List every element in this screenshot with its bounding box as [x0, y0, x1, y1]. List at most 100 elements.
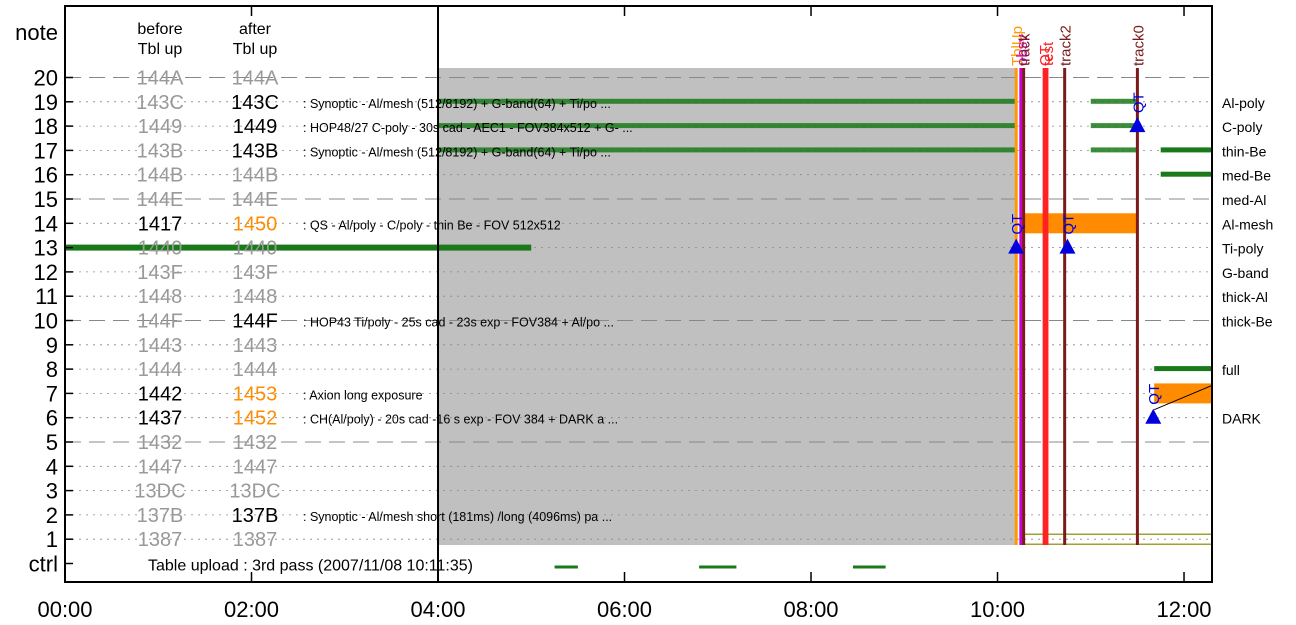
activity-bar: [65, 244, 532, 251]
row-after-code: 1447: [233, 456, 278, 478]
row-before-code: 13DC: [134, 481, 185, 503]
row-before-code: 1442: [138, 383, 183, 405]
row-after-code: 143F: [232, 262, 278, 284]
row1-box: [1023, 533, 1213, 545]
shaded-region: [438, 68, 1017, 545]
event-label: QT: [1037, 45, 1054, 66]
row-after-code: 1449: [233, 116, 278, 138]
activity-bar: [438, 147, 1017, 153]
row-before-code: 1417: [138, 213, 183, 235]
y-tick-label: ctrl: [29, 552, 58, 577]
diagonal-line: [1153, 384, 1213, 411]
row-after-code: 1448: [233, 286, 278, 308]
activity-bar: [1090, 147, 1138, 153]
y-tick-label: 11: [35, 284, 58, 309]
filter-label: med-Al: [1222, 192, 1266, 208]
row-after-code: 13DC: [229, 481, 280, 503]
row-description: : QS - Al/poly - C/poly - thin Be - FOV …: [303, 218, 561, 232]
activity-bar: [1160, 171, 1212, 177]
event-label: test: [1040, 41, 1057, 66]
qt-label: QT: [1130, 92, 1147, 113]
y-tick-label: 19: [34, 90, 58, 115]
row-before-code: 1447: [138, 456, 183, 478]
y-tick-label: 7: [46, 381, 58, 406]
row-before-code: 144E: [137, 189, 184, 211]
row-after-code: 1443: [233, 335, 278, 357]
activity-bar: [1090, 123, 1138, 129]
plot-frame: [64, 5, 1213, 583]
filter-label: med-Be: [1222, 168, 1271, 184]
y-tick-label: 13: [34, 236, 58, 261]
event-label: track2: [1058, 25, 1075, 66]
row-before-code: 143F: [137, 262, 183, 284]
y-tick-label: 20: [34, 66, 58, 91]
row-before-code: 144B: [137, 165, 184, 187]
y-tick-label: 9: [46, 333, 58, 358]
activity-bar: [438, 98, 1017, 104]
row-description: : Axion long exposure: [303, 388, 423, 402]
row-before-code: 1444: [138, 359, 183, 381]
row-after-code: 1453: [233, 383, 278, 405]
row-description: : HOP48/27 C-poly - 30s cad - AEC1 - FOV…: [303, 121, 633, 135]
row-description: : Synoptic - Al/mesh (512/8192) + G-band…: [303, 145, 611, 159]
row-after-code: 1452: [233, 408, 278, 430]
col-header-after: after: [239, 21, 272, 38]
x-tick-label: 02:00: [224, 597, 279, 622]
filter-label: thin-Be: [1222, 143, 1267, 159]
filter-label: Al-mesh: [1222, 216, 1273, 232]
y-tick-label: 10: [34, 309, 58, 334]
row-after-code: 137B: [232, 505, 279, 527]
filter-label: G-band: [1222, 265, 1269, 281]
event-label: obsv: [1014, 34, 1031, 66]
x-tick-label: 06:00: [597, 597, 652, 622]
row-after-code: 1440: [233, 238, 278, 260]
row-before-code: 1432: [138, 432, 183, 454]
row-before-code: 143C: [136, 92, 184, 114]
x-tick-label: 08:00: [783, 597, 838, 622]
ctrl-text: Table upload : 3rd pass (2007/11/08 10:1…: [148, 558, 473, 575]
row-before-code: 1443: [138, 335, 183, 357]
row-before-code: 1387: [138, 529, 183, 551]
x-tick-label: 12:00: [1156, 597, 1211, 622]
row-after-code: 1387: [233, 529, 278, 551]
y-tick-label: 3: [46, 479, 58, 504]
y-tick-label: 2: [46, 503, 58, 528]
qt-marker: [1145, 408, 1162, 424]
ctrl-activity-bar: [554, 565, 578, 569]
qt-label: QT: [1060, 214, 1077, 235]
event-label: TblUp: [1009, 26, 1026, 66]
row-after-code: 143B: [232, 140, 279, 162]
row-description: : Synoptic - Al/mesh short (181ms) /long…: [303, 510, 612, 524]
filter-label: Ti-poly: [1222, 241, 1264, 257]
y-tick-label: 16: [34, 163, 58, 188]
filter-label: thick-Be: [1222, 314, 1273, 330]
col-header-before: before: [137, 21, 182, 38]
y-tick-label: 8: [46, 357, 58, 382]
filter-label: C-poly: [1222, 119, 1262, 135]
qt-label: QT: [1146, 384, 1163, 405]
row-after-code: 144A: [232, 68, 279, 90]
x-tick-label: 10:00: [970, 597, 1025, 622]
activity-bar: [1090, 98, 1138, 104]
col-header-after: Tbl up: [233, 41, 278, 58]
ctrl-activity-bar: [852, 565, 886, 569]
y-tick-label: 4: [46, 454, 58, 479]
row-before-code: 144F: [137, 311, 183, 333]
qt-marker: [1008, 238, 1025, 254]
filter-label: full: [1222, 362, 1240, 378]
row-after-code: 144B: [232, 165, 279, 187]
y-tick-label: 17: [34, 138, 58, 163]
qt-label: QT: [1009, 214, 1026, 235]
row-after-code: 144E: [232, 189, 279, 211]
y-tick-label: 15: [34, 187, 58, 212]
row-description: : HOP43 Ti/poly - 25s cad - 23s exp - FO…: [303, 316, 614, 330]
row-before-code: 1437: [138, 408, 183, 430]
row-after-code: 1450: [233, 213, 278, 235]
row-after-code: 144F: [232, 311, 278, 333]
activity-bar: [1154, 366, 1212, 372]
row-before-code: 144A: [137, 68, 184, 90]
activity-bar: [1160, 147, 1212, 153]
row-before-code: 143B: [137, 140, 184, 162]
row-before-code: 137B: [137, 505, 184, 527]
y-tick-label: 6: [46, 406, 58, 431]
